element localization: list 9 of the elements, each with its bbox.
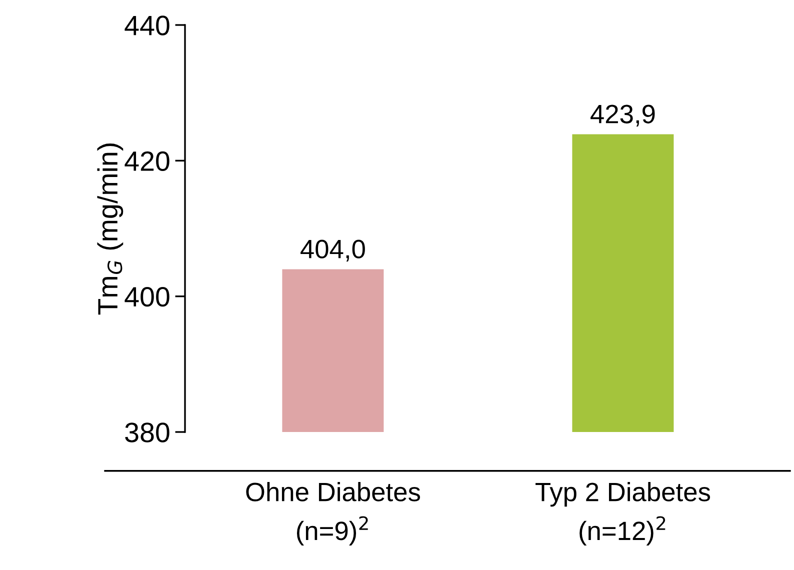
y-tick-label: 440 xyxy=(124,16,170,36)
x-tick-label: Typ 2 Diabetes (n=12)$^{2}$ xyxy=(536,482,710,546)
y-tick-label: 380 xyxy=(125,422,170,442)
y-axis-title: Tm$_{G}$ (mg/min) xyxy=(97,144,124,315)
y-tick-label: 420 xyxy=(124,151,170,172)
data-label: 423,9 xyxy=(590,104,655,127)
data-label: 404,0 xyxy=(300,240,365,262)
x-tick-label: Ohne Diabetes (n=9)$^{2}$ xyxy=(246,482,420,546)
y-tick-label: 400 xyxy=(124,287,170,307)
